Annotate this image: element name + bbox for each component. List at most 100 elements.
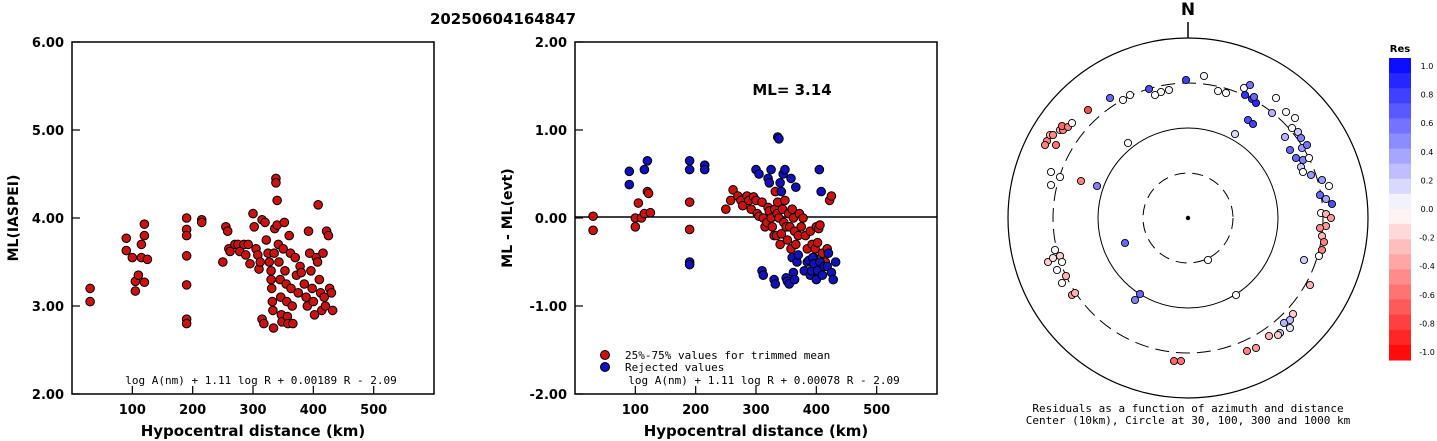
colorbar-label: 0.6 <box>1421 119 1434 128</box>
station-point <box>1249 92 1259 102</box>
rejected-point <box>780 164 790 175</box>
colorbar-cells <box>1389 58 1411 361</box>
data-point <box>290 252 301 263</box>
data-point <box>284 230 295 241</box>
rejected-point <box>775 178 785 188</box>
station-point <box>1242 346 1252 356</box>
data-point <box>127 252 138 263</box>
data-point <box>259 318 269 329</box>
x-tick-label: 200 <box>179 403 206 418</box>
y-tick-label: 1.00 <box>535 124 567 139</box>
accepted-point <box>737 200 748 211</box>
colorbar-label: 0.2 <box>1421 176 1434 185</box>
data-point <box>307 283 317 294</box>
rejected-point <box>823 248 834 258</box>
data-point <box>269 248 279 258</box>
station-point <box>1306 170 1316 180</box>
polar-points <box>1040 71 1337 366</box>
rejected-point <box>789 274 800 285</box>
colorbar: Res 1.0 0.8 0.6 0.4 0.2 0.0 -0.2 -0.4 -0.6 -0.8 -1… <box>1389 44 1435 361</box>
data-point <box>136 239 147 250</box>
data-point <box>293 288 304 298</box>
accepted-point <box>633 198 644 208</box>
station-point <box>1164 85 1174 95</box>
data-point <box>266 283 277 294</box>
colorbar-label: -1.0 <box>1419 348 1435 357</box>
station-point <box>1299 255 1309 265</box>
colorbar-cell <box>1389 73 1411 89</box>
colorbar-cell <box>1389 314 1411 331</box>
ring-30km <box>1142 172 1234 264</box>
accepted-point <box>798 213 808 223</box>
accepted-point <box>791 239 801 250</box>
data-point <box>139 230 150 241</box>
data-point <box>266 266 276 276</box>
data-point <box>196 217 207 228</box>
station-point <box>1314 251 1324 261</box>
x-tick-label: 500 <box>863 403 890 418</box>
station-point <box>1291 153 1301 163</box>
station-point <box>1076 176 1086 186</box>
rejected-point <box>758 270 769 281</box>
colorbar-cell <box>1389 103 1411 119</box>
mid-x-ticks: 100 200 300 400 500 <box>622 386 890 418</box>
data-point <box>299 279 310 289</box>
station-point <box>1176 356 1186 366</box>
accepted-point <box>812 237 823 248</box>
y-tick-label: 6.00 <box>32 36 64 51</box>
mid-points <box>588 132 841 289</box>
x-tick-label: 200 <box>682 403 709 418</box>
station-point <box>1135 289 1145 299</box>
data-point <box>249 222 260 232</box>
station-point <box>1231 290 1241 300</box>
data-point <box>181 230 192 241</box>
station-point <box>1040 140 1050 150</box>
y-tick-label: 2.00 <box>535 36 567 51</box>
data-point <box>121 245 132 256</box>
colorbar-cell <box>1389 209 1411 225</box>
colorbar-cell <box>1389 163 1411 180</box>
station-point <box>1203 255 1213 265</box>
colorbar-cell <box>1389 254 1411 270</box>
colorbar-cell <box>1389 239 1411 255</box>
station-point <box>1317 175 1327 185</box>
station-point <box>1287 123 1297 133</box>
rejected-point <box>770 279 781 289</box>
data-point <box>286 283 296 294</box>
station-point <box>1326 213 1336 223</box>
colorbar-cell <box>1389 224 1411 240</box>
data-point <box>268 323 279 333</box>
data-point <box>266 274 276 285</box>
station-point <box>1321 194 1331 204</box>
rejected-point <box>791 182 801 192</box>
data-point <box>279 217 290 228</box>
station-point <box>1324 181 1334 191</box>
y-tick-label: 0.00 <box>535 212 567 227</box>
station-point <box>1050 245 1060 255</box>
station-point <box>1280 132 1290 142</box>
left-xlabel: Hypocentral distance (km) <box>141 422 366 440</box>
data-point <box>181 213 192 223</box>
station-point <box>1251 343 1261 353</box>
station-point <box>1048 130 1058 140</box>
rejected-point <box>699 164 710 175</box>
accepted-point <box>684 224 695 235</box>
station-point <box>1267 108 1277 118</box>
station-point <box>1296 133 1306 143</box>
rejected-point <box>684 259 695 270</box>
station-point <box>1248 119 1258 129</box>
station-point <box>1302 140 1312 150</box>
mid-ylabel: ML - ML(evt) <box>500 168 516 267</box>
station-point <box>1199 71 1209 81</box>
colorbar-label: -0.2 <box>1419 234 1435 243</box>
y-tick-label: 5.00 <box>32 124 64 139</box>
data-point <box>181 251 192 261</box>
data-point <box>314 274 325 285</box>
ring-100km <box>1097 127 1279 309</box>
legend-red-marker <box>600 350 610 360</box>
colorbar-cell <box>1389 133 1411 150</box>
station-point <box>1067 118 1077 128</box>
mid-panel: ML - ML(evt) Hypocentral distance (km) M… <box>500 36 938 440</box>
station-point <box>1057 278 1067 288</box>
